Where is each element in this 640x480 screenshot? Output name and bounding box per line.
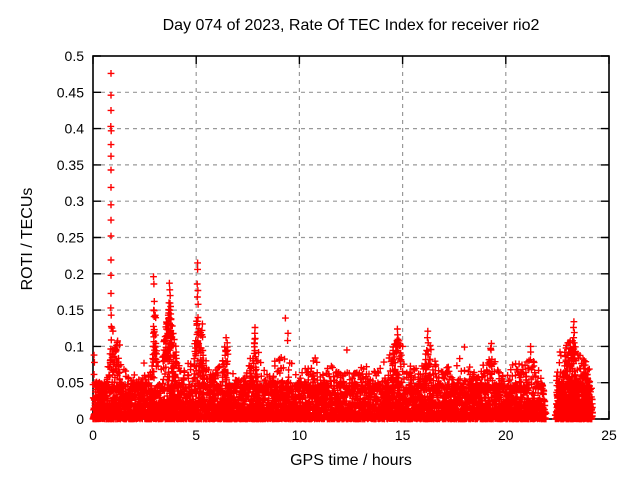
chart-title: Day 074 of 2023, Rate Of TEC Index for r… <box>162 17 540 34</box>
y-tick-label: 0.45 <box>57 84 84 100</box>
y-tick-label: 0.35 <box>57 157 84 173</box>
x-tick-label: 25 <box>601 427 617 443</box>
y-tick-label: 0.5 <box>65 48 85 64</box>
x-tick-label: 0 <box>89 427 97 443</box>
y-tick-label: 0.15 <box>57 302 84 318</box>
y-tick-label: 0.05 <box>57 375 84 391</box>
x-tick-label: 5 <box>192 427 200 443</box>
y-tick-label: 0.3 <box>65 193 85 209</box>
data-points <box>89 70 596 423</box>
y-tick-label: 0 <box>76 411 84 427</box>
y-tick-label: 0.4 <box>65 121 85 137</box>
x-tick-label: 15 <box>395 427 411 443</box>
y-tick-label: 0.2 <box>65 266 85 282</box>
x-tick-label: 10 <box>292 427 308 443</box>
y-axis-label: ROTI / TECUs <box>19 187 36 291</box>
y-tick-label: 0.25 <box>57 230 84 246</box>
x-axis-label: GPS time / hours <box>290 452 412 469</box>
x-tick-label: 20 <box>498 427 514 443</box>
y-tick-label: 0.1 <box>65 338 85 354</box>
